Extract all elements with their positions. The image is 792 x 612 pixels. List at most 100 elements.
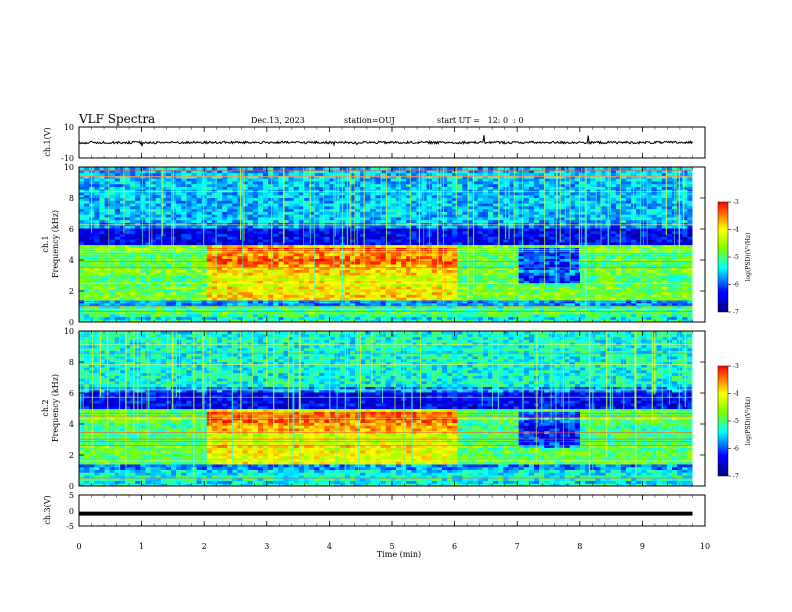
ch1-spectrogram-cell — [79, 230, 85, 235]
ch1-spectrogram-cell — [99, 274, 106, 279]
ch1-spectrogram-cell — [360, 208, 366, 212]
ch1-spectrogram-cell — [390, 172, 397, 176]
ch1-spectrogram-cell — [125, 214, 131, 218]
ch1-spectrogram-cell — [206, 183, 213, 187]
ch1-spectrogram-cell — [99, 308, 106, 312]
ch1-spectrogram-cell — [411, 283, 418, 287]
ch1-spectrogram-cell — [206, 169, 213, 174]
ch1-spectrogram-cell — [385, 277, 392, 282]
ch1-spectrogram-cell — [324, 255, 331, 259]
ch1-spectrogram-cell — [375, 191, 382, 196]
station-label: station=OUJ — [344, 116, 395, 125]
ch1-spectrogram-cell — [79, 294, 85, 298]
ch1-spectrogram-cell — [436, 283, 443, 287]
ch1-spectrogram-cell — [84, 222, 90, 226]
ch1-spectrogram-cell — [390, 319, 397, 322]
ch1-spectrogram-cell — [94, 283, 101, 287]
ch1-spectrogram-cell — [263, 272, 269, 276]
ch1-spectrogram-cell — [360, 189, 366, 193]
ch1-spectrogram-cell — [232, 291, 239, 295]
ch1-spectrogram-cell — [360, 236, 366, 240]
ch1-spectrogram-cell — [130, 277, 136, 282]
ch1-spectrogram-cell — [395, 211, 402, 215]
ch1-spectrogram-cell — [508, 313, 515, 318]
ch1-spectrogram-cell — [94, 261, 101, 265]
ch1-spectrogram-cell — [94, 183, 101, 187]
ch1-spectrogram-cell — [528, 227, 535, 232]
ch1-spectrogram-cell — [191, 297, 198, 301]
ch1-spectrogram-cell — [227, 197, 233, 201]
ch1-spectrogram-cell — [232, 258, 239, 262]
ch1-spectrogram-cell — [375, 205, 382, 210]
ch1-spectrogram-cell — [99, 291, 106, 295]
ch1-spectrogram-cell — [518, 211, 525, 215]
ch1-spectrogram-cell — [447, 183, 453, 187]
ch1-spectrogram-cell — [191, 169, 198, 174]
ch1-spectrogram-cell — [150, 191, 157, 196]
ch1-spectrogram-cell — [360, 297, 366, 301]
ch1-spectrogram-cell — [211, 194, 218, 199]
ch1-spectrogram-cell — [288, 269, 295, 273]
ch1-spectrogram-cell — [462, 225, 469, 229]
ch1-spectrogram-cell — [303, 294, 310, 298]
ch1-spectrogram-cell — [99, 197, 106, 201]
ch1-spectrogram-cell — [493, 291, 499, 295]
ch1-spectrogram-cell — [365, 244, 371, 248]
ch1-spectrogram-cell — [125, 319, 131, 322]
ch1-spectrogram-cell — [355, 214, 361, 218]
ch1-spectrogram-cell — [181, 211, 187, 215]
ch1-spectrogram-cell — [298, 294, 305, 298]
ch1-spectrogram-cell — [196, 255, 203, 259]
ch1-spectrogram-cell — [401, 263, 407, 268]
ch1-spectrogram-cell — [385, 286, 392, 290]
ch1-spectrogram-cell — [114, 180, 121, 185]
ch1-spectrogram-cell — [155, 216, 162, 221]
ch1-spectrogram-cell — [523, 258, 530, 262]
ch1-spectrogram-cell — [462, 255, 469, 259]
ch1-spectrogram-cell — [84, 191, 90, 196]
ch1-spectrogram-cell — [104, 291, 111, 295]
ch1-spectrogram-cell — [186, 272, 193, 276]
ch1-spectrogram-cell — [462, 233, 469, 237]
ch1-spectrogram-cell — [293, 222, 300, 226]
ch1-spectrogram-cell — [135, 294, 141, 298]
ch1-spectrogram-cell — [513, 208, 520, 212]
ch1-spectrogram-cell — [94, 197, 101, 201]
ch1-spectrogram-cell — [508, 189, 515, 193]
ch1-spectrogram-cell — [528, 302, 535, 306]
ch1-spectrogram-cell — [390, 214, 397, 218]
ch1-spectrogram-cell — [109, 167, 116, 171]
ch1-spectrogram-cell — [395, 247, 402, 251]
ch1-spectrogram-cell — [160, 319, 167, 322]
ch1-spectrogram-cell — [309, 169, 315, 174]
ch1-spectrogram-cell — [119, 219, 126, 223]
ch1-spectrogram-cell — [135, 202, 141, 207]
ch1-spectrogram-cell — [155, 225, 162, 229]
ch1-spectrogram-cell — [114, 186, 121, 190]
ch1-spectrogram-cell — [135, 280, 141, 284]
ch1-spectrogram-cell — [293, 269, 300, 273]
ch1-spectrogram-cell — [135, 180, 141, 185]
ch1-spectrogram-cell — [482, 244, 489, 248]
ch1-spectrogram-cell — [390, 180, 397, 185]
ch1-spectrogram-cell — [314, 172, 320, 176]
ch1-spectrogram-cell — [227, 225, 233, 229]
ch1-spectrogram-cell — [150, 236, 157, 240]
ch1-spectrogram-cell — [150, 222, 157, 226]
ch1-spectrogram-cell — [288, 227, 295, 232]
ch1-spectrogram-cell — [227, 227, 233, 232]
ch1-spectrogram-cell — [447, 167, 453, 171]
ch1-spectrogram-cell — [503, 302, 510, 306]
ch1-spectrogram-cell — [375, 286, 382, 290]
ch1-spectrogram-cell — [508, 277, 515, 282]
ch1-spectrogram-cell — [273, 238, 279, 243]
ch1-spectrogram-cell — [176, 194, 182, 199]
ch1-spectrogram-cell — [186, 288, 193, 293]
ch1-spectrogram-cell — [406, 247, 412, 251]
ch1-spectrogram-cell — [150, 305, 157, 309]
ch1-spectrogram-cell — [319, 255, 325, 259]
ch1-spectrogram-cell — [252, 214, 259, 218]
ch1-spectrogram-cell — [293, 186, 300, 190]
ch1-spectrogram-cell — [211, 302, 218, 306]
ch1-spectrogram-cell — [196, 169, 203, 174]
